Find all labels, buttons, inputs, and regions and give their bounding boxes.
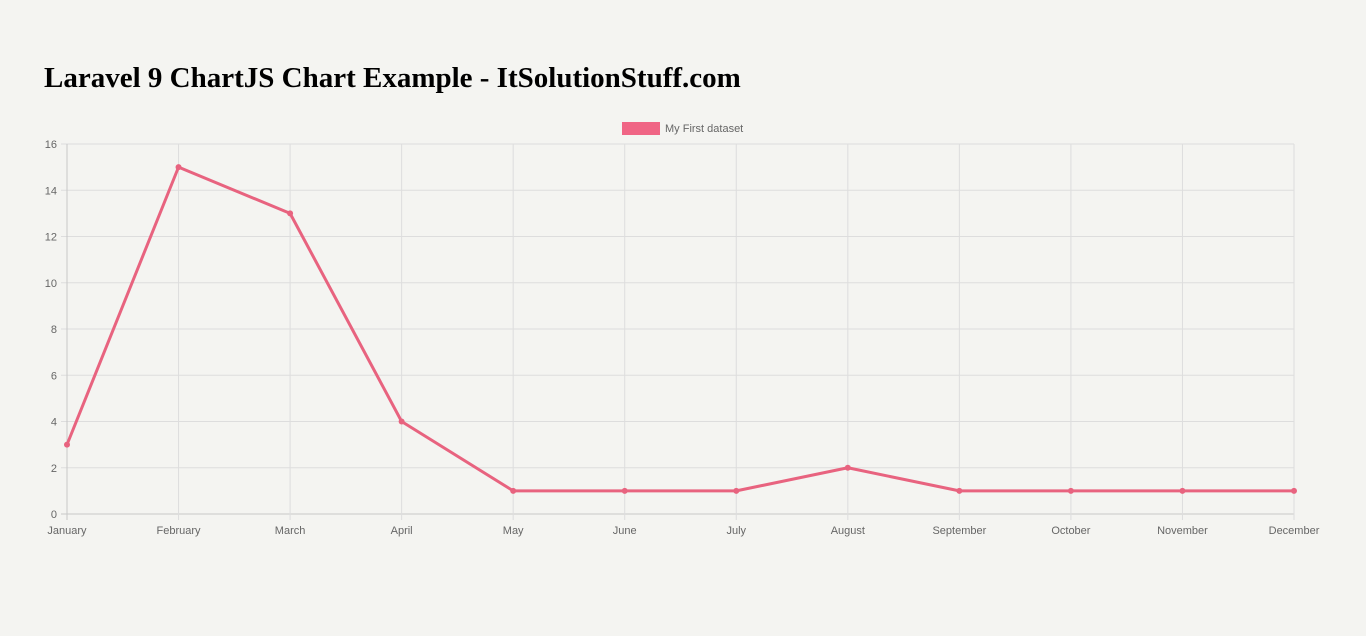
data-point bbox=[287, 210, 294, 217]
data-point bbox=[1067, 487, 1074, 494]
x-axis-ticks: January February March April May June July Augu… bbox=[47, 525, 1319, 537]
y-tick-label: 2 bbox=[51, 463, 57, 475]
data-point bbox=[510, 487, 517, 494]
chart-legend[interactable]: My First dataset bbox=[622, 122, 743, 135]
x-tick-label: January bbox=[47, 525, 87, 537]
data-point bbox=[733, 487, 740, 494]
x-tick-label: November bbox=[1157, 525, 1208, 537]
page-title: Laravel 9 ChartJS Chart Example - ItSolu… bbox=[44, 62, 741, 94]
x-tick-label: May bbox=[503, 525, 524, 537]
x-tick-label: February bbox=[157, 525, 202, 537]
y-tick-label: 10 bbox=[45, 278, 57, 290]
x-tick-label: July bbox=[726, 525, 746, 537]
y-axis-ticks: 0 2 4 6 8 10 12 14 16 bbox=[45, 139, 57, 521]
x-tick-label: August bbox=[831, 525, 865, 537]
x-tick-label: April bbox=[391, 525, 413, 537]
y-tick-label: 4 bbox=[51, 417, 57, 429]
chart-grid bbox=[61, 143, 1295, 520]
x-tick-label: October bbox=[1051, 525, 1090, 537]
data-point bbox=[1179, 487, 1186, 494]
y-tick-label: 6 bbox=[51, 370, 57, 382]
data-point bbox=[175, 164, 182, 171]
legend-label-my-first-dataset: My First dataset bbox=[665, 123, 743, 135]
x-tick-label: December bbox=[1269, 525, 1320, 537]
series-my-first-dataset bbox=[64, 164, 1297, 494]
x-tick-label: September bbox=[932, 525, 986, 537]
data-point bbox=[1291, 487, 1297, 494]
y-tick-label: 8 bbox=[51, 324, 57, 336]
legend-swatch bbox=[622, 122, 660, 135]
data-point bbox=[844, 464, 851, 471]
y-tick-label: 16 bbox=[45, 139, 57, 151]
y-tick-label: 14 bbox=[45, 185, 57, 197]
data-point bbox=[621, 487, 628, 494]
data-point bbox=[398, 418, 405, 425]
x-tick-label: June bbox=[613, 525, 637, 537]
data-point bbox=[956, 487, 963, 494]
y-tick-label: 0 bbox=[51, 509, 57, 521]
y-tick-label: 12 bbox=[45, 232, 57, 244]
data-point bbox=[64, 441, 70, 448]
x-tick-label: March bbox=[275, 525, 306, 537]
series-line bbox=[65, 165, 1296, 493]
